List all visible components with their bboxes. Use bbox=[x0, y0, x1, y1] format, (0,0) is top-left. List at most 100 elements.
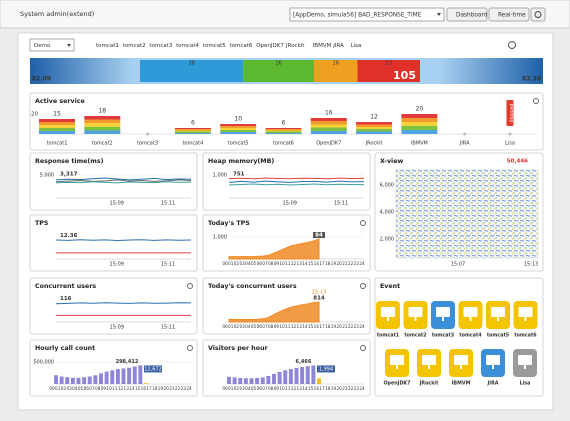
event-agent-name: tomcat3 bbox=[432, 333, 454, 339]
x-tick-label: 03 bbox=[239, 324, 245, 329]
agent-tab[interactable]: Lisa bbox=[351, 43, 362, 49]
realtime-button[interactable] bbox=[488, 7, 530, 22]
x-tick-label: 15 bbox=[308, 386, 314, 391]
x-tick-label: 12 bbox=[291, 324, 297, 329]
x-tick-label: 19 bbox=[331, 261, 337, 266]
bar bbox=[54, 375, 58, 384]
settings-button[interactable] bbox=[530, 7, 546, 22]
series-line bbox=[55, 177, 192, 181]
x-tick-label: 16 bbox=[314, 324, 320, 329]
value-label: 12.36 bbox=[60, 233, 78, 239]
series-line bbox=[55, 181, 192, 184]
monitor-icon bbox=[408, 307, 423, 317]
panel-title: Concurrent users bbox=[35, 283, 96, 290]
bar bbox=[127, 367, 132, 384]
monitor-stand bbox=[387, 317, 389, 321]
x-tick-label: 12 bbox=[291, 261, 297, 266]
x-tick-label: 07 bbox=[262, 324, 268, 329]
agent-name: tomcat6 bbox=[273, 141, 294, 147]
panel-title: Event bbox=[380, 283, 400, 290]
dashboard-label: Dashboard bbox=[456, 13, 488, 19]
agent-name: JIRA bbox=[459, 141, 470, 147]
dashboard-button[interactable] bbox=[446, 7, 488, 22]
x-tick-label: 19 bbox=[331, 386, 337, 391]
monitor-icon bbox=[436, 307, 450, 317]
value-badge bbox=[313, 232, 325, 238]
stopped-tag bbox=[506, 100, 514, 126]
x-tick-label: 01 bbox=[228, 386, 234, 391]
x-tick-label: 17 bbox=[319, 386, 325, 391]
panel-title: Heap memory(MB) bbox=[208, 158, 274, 165]
active-service-bar bbox=[39, 119, 75, 134]
x-tick-label: 15 bbox=[135, 386, 141, 391]
x-tick-label: 06 bbox=[257, 324, 263, 329]
panel-title: Hourly call count bbox=[35, 345, 95, 352]
agent-tab[interactable]: tomcat1 bbox=[96, 43, 119, 49]
agent-dot bbox=[463, 132, 467, 136]
agent-tab[interactable]: tomcat2 bbox=[123, 43, 146, 49]
agent-dot bbox=[146, 132, 150, 136]
x-tick-label: 09 bbox=[274, 386, 280, 391]
active-service-panel bbox=[29, 92, 544, 151]
monitor-icon bbox=[491, 307, 505, 317]
target-selector[interactable] bbox=[289, 7, 445, 22]
domain-select[interactable] bbox=[29, 38, 75, 52]
event-agent-name: tomcat6 bbox=[514, 333, 537, 339]
x-tick-label: 13 bbox=[297, 386, 303, 391]
x-tick-label: 22 bbox=[348, 324, 354, 329]
bar bbox=[305, 366, 310, 384]
dropdown-arrow bbox=[437, 13, 441, 16]
x-tick-label: 15:09 bbox=[110, 201, 124, 207]
settings-icon bbox=[534, 11, 542, 18]
equalizer-segment bbox=[243, 60, 314, 82]
x-tick-label: 23 bbox=[181, 386, 187, 391]
agent-tab[interactable]: tomcat6 bbox=[230, 43, 253, 49]
bar bbox=[283, 370, 288, 384]
agent-tab[interactable]: tomcat5 bbox=[203, 43, 226, 49]
value-label: 116 bbox=[60, 296, 72, 302]
bar bbox=[232, 377, 237, 384]
agent-tab[interactable]: tomcat3 bbox=[149, 43, 172, 49]
series-area bbox=[228, 238, 320, 260]
x-tick-label: 13 bbox=[297, 261, 303, 266]
x-tick-label: 20 bbox=[336, 261, 342, 266]
bar bbox=[144, 383, 148, 384]
bar bbox=[227, 376, 231, 384]
x-tick-label: 02 bbox=[234, 386, 240, 391]
bar bbox=[277, 371, 282, 384]
x-tick-label: 10 bbox=[279, 261, 285, 266]
active-count: 6 bbox=[191, 120, 195, 127]
dropdown-arrow bbox=[67, 44, 71, 47]
x-tick-label: 00 bbox=[222, 324, 228, 329]
bar bbox=[87, 376, 92, 384]
active-count: 20 bbox=[416, 106, 424, 113]
agent-tab[interactable]: IBMVM bbox=[313, 43, 332, 49]
agent-name: tomcat3 bbox=[137, 141, 158, 147]
agent-tab[interactable]: JIRA bbox=[332, 43, 344, 49]
x-tick-label: 17 bbox=[319, 261, 325, 266]
series-line bbox=[55, 179, 192, 183]
bar bbox=[288, 369, 293, 384]
x-tick-label: 15:11 bbox=[161, 262, 175, 268]
x-tick-label: 12 bbox=[118, 386, 124, 391]
agent-tab[interactable]: OpenJDK7 bbox=[256, 43, 284, 49]
x-tick-label: 00 bbox=[222, 261, 228, 266]
event-agent-name: Lisa bbox=[520, 381, 531, 387]
equalizer-segment bbox=[140, 60, 244, 82]
x-tick-label: 24 bbox=[186, 386, 192, 391]
agent-tab[interactable]: JRockit bbox=[285, 43, 305, 49]
panel-title: Today's TPS bbox=[208, 220, 250, 227]
agent-tab[interactable]: tomcat4 bbox=[176, 43, 199, 49]
value-label: 6,466 bbox=[296, 359, 312, 365]
chart-panel bbox=[202, 152, 371, 211]
monitor-stand bbox=[524, 365, 526, 369]
event-agent-name: tomcat1 bbox=[377, 333, 399, 339]
x-tick-label: 11 bbox=[112, 386, 118, 391]
active-service-bar bbox=[356, 122, 393, 134]
monitor-stand bbox=[492, 365, 494, 369]
value-label: 814 bbox=[313, 296, 325, 302]
x-tick-label: 16 bbox=[314, 261, 320, 266]
value-label: 84 bbox=[315, 233, 323, 239]
x-tick-label: 04 bbox=[245, 324, 251, 329]
